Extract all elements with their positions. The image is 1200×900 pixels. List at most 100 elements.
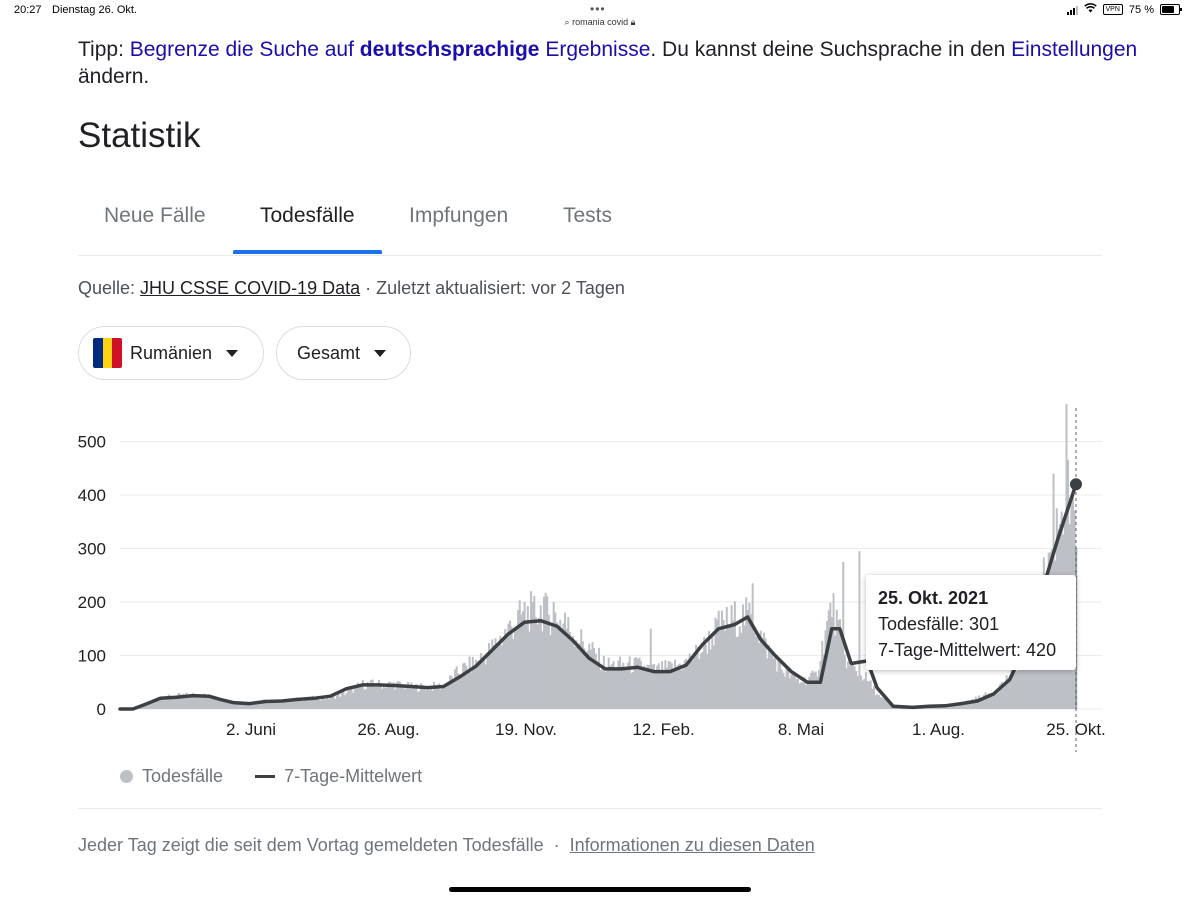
chart-bar[interactable] [191,693,195,709]
chart-bar[interactable] [564,612,567,709]
chart-bar[interactable] [311,695,314,709]
chart-bar[interactable] [871,688,874,709]
chart-bar[interactable] [243,702,246,709]
chart-bar[interactable] [1004,682,1007,709]
chart-bar[interactable] [957,704,960,709]
chart-bar[interactable] [619,656,622,709]
chart-bar[interactable] [264,699,267,709]
chart-bar[interactable] [767,645,770,709]
chart-bar[interactable] [633,657,636,709]
chart-bar[interactable] [1008,675,1011,709]
chart-bar[interactable] [981,698,984,709]
chart-bar[interactable] [555,622,558,709]
chart-bar[interactable] [667,661,670,709]
chart-bar[interactable] [465,665,468,709]
chart-bar[interactable] [834,635,837,709]
chart-bar[interactable] [353,686,356,709]
chart-bar[interactable] [363,689,366,709]
chart-bar[interactable] [995,692,998,709]
chart-bar[interactable] [201,697,204,709]
chart-bar[interactable] [861,680,864,709]
chart-bar[interactable] [245,704,248,709]
chart-bar[interactable] [224,701,227,709]
chart-bar[interactable] [413,685,416,709]
chart-bar[interactable] [481,657,484,709]
chart-bar[interactable] [457,673,460,709]
chart-bar[interactable] [143,704,146,709]
chart-bar[interactable] [725,606,728,709]
chart-bar[interactable] [154,699,157,709]
chart-bar[interactable] [301,700,304,709]
chart-bar[interactable] [583,648,586,709]
chart-bar[interactable] [693,656,696,709]
chart-bar[interactable] [764,638,767,709]
tab-todesfaelle[interactable]: Todesfälle [260,204,355,227]
chart-bar[interactable] [984,692,987,709]
chart-bar[interactable] [858,551,861,709]
chart-bar[interactable] [704,644,707,709]
chart-bar[interactable] [305,698,308,709]
chart-bar[interactable] [491,639,494,709]
chart-bar[interactable] [832,593,835,709]
chart-bar[interactable] [856,675,859,709]
chart-bar[interactable] [458,674,461,709]
chart-bar[interactable] [162,700,165,709]
chart-bar[interactable] [190,693,193,709]
chart-bar[interactable] [881,697,884,709]
chart-bar[interactable] [198,697,201,709]
chart-bar[interactable] [250,703,253,709]
chart-bar[interactable] [649,628,652,709]
chart-bar[interactable] [782,672,785,709]
chart-bar[interactable] [158,700,161,709]
chart-bar[interactable] [868,681,871,709]
chart-bar[interactable] [581,641,584,709]
chart-bar[interactable] [293,698,296,709]
chart-bar[interactable] [423,687,426,709]
chart-bar[interactable] [259,702,262,709]
chart-bar[interactable] [955,704,958,709]
chart-bar[interactable] [390,684,393,709]
chart-bar[interactable] [727,625,730,709]
chart-bar[interactable] [801,682,804,709]
chart-bar[interactable] [361,679,364,709]
chart-bar[interactable] [326,695,329,709]
chart-bar[interactable] [809,672,812,709]
chart-bar[interactable] [242,703,245,709]
chart-bar[interactable] [521,611,524,709]
chart-bar[interactable] [635,657,638,709]
chart-bar[interactable] [1012,661,1015,709]
chart-bar[interactable] [792,671,795,709]
chart-bar[interactable] [784,676,787,709]
chart-bar[interactable] [526,606,529,709]
chart-bar[interactable] [384,687,387,709]
chart-bar[interactable] [452,680,455,709]
chart-bar[interactable] [685,658,688,709]
chart-bar[interactable] [591,642,594,709]
chart-bar[interactable] [829,602,832,709]
chart-bar[interactable] [997,692,1000,709]
chart-bar[interactable] [580,629,583,709]
chart-bar[interactable] [630,672,633,709]
chart-bar[interactable] [1028,631,1031,709]
chart-bar[interactable] [327,699,330,709]
chart-bar[interactable] [982,694,986,709]
chart-bar[interactable] [759,630,762,709]
chart-bar[interactable] [269,700,272,709]
chart-bar[interactable] [174,697,177,709]
chart-bar[interactable] [494,638,497,709]
chart-bar[interactable] [674,659,677,709]
chart-bar[interactable] [602,655,605,709]
chart-bar[interactable] [369,680,372,709]
chart-bar[interactable] [395,682,398,709]
chart-bar[interactable] [298,698,301,709]
chart-bar[interactable] [232,702,235,709]
chart-bar[interactable] [295,697,298,709]
chart-bar[interactable] [612,661,615,709]
chart-bar[interactable] [258,701,261,709]
chart-bar[interactable] [225,700,228,709]
chart-bar[interactable] [811,670,814,709]
chart-bar[interactable] [714,617,717,709]
chart-bar[interactable] [562,623,565,709]
chart-bar[interactable] [803,676,806,709]
chart-bar[interactable] [848,665,851,709]
